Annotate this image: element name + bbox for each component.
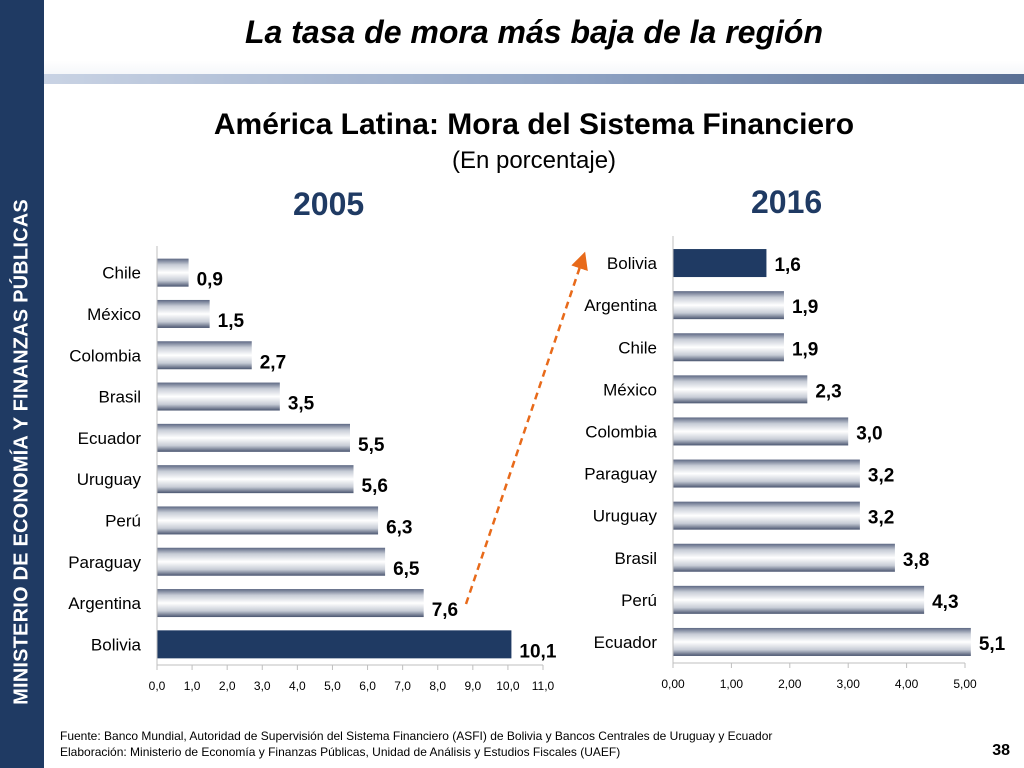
x-tick-label-2005-2: 2,0 xyxy=(219,679,236,693)
x-tick-label-2005-4: 4,0 xyxy=(289,679,306,693)
value-label-2005-2: 2,7 xyxy=(260,352,286,373)
bar-2005-2 xyxy=(157,341,252,370)
bar-2005-4 xyxy=(157,423,350,452)
category-label-2005-4: Ecuador xyxy=(78,429,142,448)
x-tick-label-2005-7: 7,0 xyxy=(394,679,411,693)
bar-2005-5 xyxy=(157,465,354,494)
category-label-2016-4: Colombia xyxy=(585,422,657,441)
sidebar: MINISTERIO DE ECONOMÍA Y FINANZAS PÚBLIC… xyxy=(0,0,44,768)
x-tick-label-2005-9: 9,0 xyxy=(464,679,481,693)
value-label-2016-3: 2,3 xyxy=(815,381,841,402)
x-tick-label-2005-5: 5,0 xyxy=(324,679,341,693)
bar-2005-7 xyxy=(157,547,386,576)
footer-source: Fuente: Banco Mundial, Autoridad de Supe… xyxy=(60,729,773,743)
category-label-2016-9: Ecuador xyxy=(594,633,658,652)
category-label-2005-5: Uruguay xyxy=(77,470,142,489)
value-label-2005-6: 6,3 xyxy=(386,517,412,538)
bar-2005-0 xyxy=(157,258,189,287)
category-label-2005-1: México xyxy=(87,305,141,324)
chart-main-title: América Latina: Mora del Sistema Financi… xyxy=(213,108,855,141)
x-tick-label-2005-0: 0,0 xyxy=(149,679,166,693)
value-label-2005-8: 7,6 xyxy=(432,600,458,621)
bar-2005-8 xyxy=(157,589,424,618)
page-number: 38 xyxy=(992,742,1010,759)
x-tick-label-2016-5: 5,00 xyxy=(953,677,977,691)
category-label-2005-8: Argentina xyxy=(68,594,141,613)
value-label-2005-5: 5,6 xyxy=(362,476,388,497)
x-tick-label-2016-0: 0,00 xyxy=(661,677,685,691)
value-label-2005-4: 5,5 xyxy=(358,435,385,456)
bar-2005-1 xyxy=(157,299,210,328)
bar-2016-0 xyxy=(673,249,767,278)
bar-2005-3 xyxy=(157,382,280,411)
value-label-2016-7: 3,8 xyxy=(903,550,929,571)
category-label-2005-6: Perú xyxy=(105,511,141,530)
value-label-2016-4: 3,0 xyxy=(856,423,882,444)
chart-subtitle: (En porcentaje) xyxy=(451,147,617,174)
category-label-2005-0: Chile xyxy=(102,264,141,283)
value-label-2016-9: 5,1 xyxy=(979,634,1006,655)
bar-2016-1 xyxy=(673,291,784,320)
chart-title-2005: 2005 xyxy=(293,186,365,222)
bar-2016-5 xyxy=(673,459,860,488)
value-label-2005-7: 6,5 xyxy=(393,559,420,580)
category-label-2016-1: Argentina xyxy=(584,296,657,315)
x-tick-label-2005-1: 1,0 xyxy=(184,679,201,693)
footer: Fuente: Banco Mundial, Autoridad de Supe… xyxy=(60,728,772,760)
bar-2016-2 xyxy=(673,333,784,362)
chart-title-2016: 2016 xyxy=(751,184,823,220)
x-tick-label-2016-3: 3,00 xyxy=(837,677,861,691)
bar-2005-6 xyxy=(157,506,379,535)
value-label-2005-1: 1,5 xyxy=(218,311,245,332)
category-label-2016-0: Bolivia xyxy=(607,254,658,273)
bar-2016-8 xyxy=(673,585,925,614)
value-label-2016-1: 1,9 xyxy=(792,297,818,318)
category-label-2016-5: Paraguay xyxy=(584,465,657,484)
x-tick-label-2005-8: 8,0 xyxy=(429,679,446,693)
x-tick-label-2016-1: 1,00 xyxy=(720,677,744,691)
x-tick-label-2016-4: 4,00 xyxy=(895,677,919,691)
category-label-2016-3: México xyxy=(603,380,657,399)
value-label-2016-0: 1,6 xyxy=(774,255,800,276)
category-label-2005-2: Colombia xyxy=(69,346,141,365)
category-label-2005-3: Brasil xyxy=(98,388,141,407)
trend-arrow xyxy=(464,251,588,605)
category-label-2005-7: Paraguay xyxy=(68,553,141,572)
bar-2005-9 xyxy=(157,630,512,659)
bar-2016-7 xyxy=(673,543,895,572)
bar-chart-2005: Chile 0,9 México 1,5 Colombia 2,7 Brasil 3,5 Ecu… xyxy=(68,246,557,693)
x-tick-label-2005-10: 10,0 xyxy=(496,679,520,693)
value-label-2016-8: 4,3 xyxy=(932,592,958,613)
value-label-2016-5: 3,2 xyxy=(868,466,894,487)
value-label-2005-9: 10,1 xyxy=(519,641,556,662)
value-label-2016-6: 3,2 xyxy=(868,508,894,529)
footer-elaboration: Elaboración: Ministerio de Economía y Fi… xyxy=(60,745,621,759)
category-label-2016-2: Chile xyxy=(618,338,657,357)
x-tick-label-2005-3: 3,0 xyxy=(254,679,271,693)
category-label-2016-6: Uruguay xyxy=(593,507,658,526)
header-divider xyxy=(44,74,1024,84)
bar-2016-4 xyxy=(673,417,849,446)
bar-chart-2016: Bolivia 1,6 Argentina 1,9 Chile 1,9 México 2,3 C… xyxy=(584,236,1006,691)
x-tick-label-2005-11: 11,0 xyxy=(532,679,555,693)
bar-2016-3 xyxy=(673,375,808,404)
value-label-2005-3: 3,5 xyxy=(288,394,315,415)
value-label-2016-2: 1,9 xyxy=(792,339,818,360)
category-label-2016-8: Perú xyxy=(621,591,657,610)
value-label-2005-0: 0,9 xyxy=(197,270,223,291)
bar-2016-9 xyxy=(673,627,971,656)
header-band xyxy=(44,0,1024,84)
x-tick-label-2016-2: 2,00 xyxy=(778,677,802,691)
slide-title: La tasa de mora más baja de la región xyxy=(245,14,823,50)
x-tick-label-2005-6: 6,0 xyxy=(359,679,376,693)
category-label-2005-9: Bolivia xyxy=(91,635,142,654)
category-label-2016-7: Brasil xyxy=(614,549,657,568)
bar-2016-6 xyxy=(673,501,860,530)
